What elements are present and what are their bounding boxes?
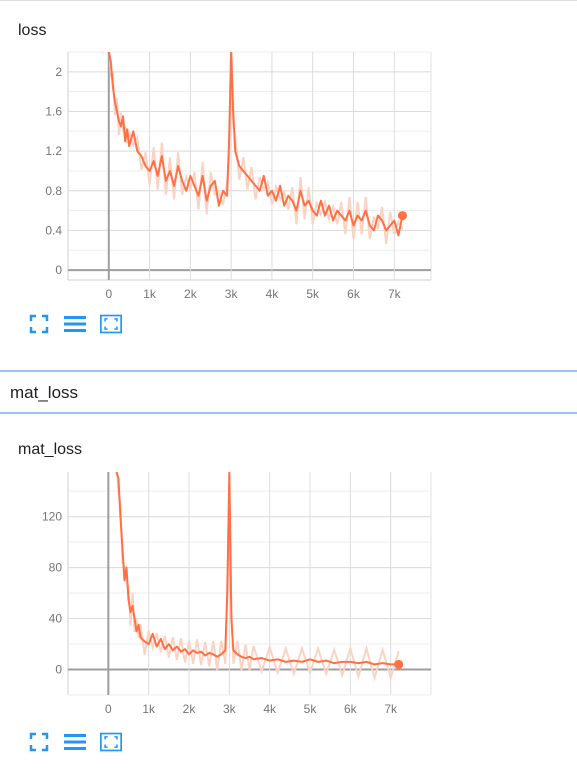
y-tick-label: 0 — [55, 663, 62, 677]
fullscreen-button[interactable] — [28, 731, 50, 753]
toggle-log-scale-button[interactable] — [64, 313, 86, 335]
fullscreen-button[interactable] — [28, 313, 50, 335]
loss-chart-title: loss — [18, 22, 47, 39]
list-icon — [64, 316, 86, 332]
fullscreen-icon — [29, 732, 49, 752]
y-tick-label: 40 — [49, 612, 63, 626]
mat-loss-chart-title: mat_loss — [18, 441, 83, 458]
x-tick-label: 5k — [304, 702, 318, 716]
x-tick-label: 4k — [263, 702, 277, 716]
fit-to-data-icon — [100, 314, 122, 334]
x-tick-label: 3k — [223, 702, 237, 716]
y-tick-label: 0.8 — [45, 184, 62, 198]
fullscreen-icon — [29, 314, 49, 334]
x-tick-label: 2k — [183, 702, 197, 716]
x-tick-label: 0 — [105, 287, 112, 300]
x-tick-label: 2k — [184, 287, 198, 300]
x-tick-label: 0 — [105, 702, 112, 716]
series-line — [115, 472, 399, 666]
y-tick-label: 80 — [49, 561, 63, 575]
y-tick-label: 2 — [55, 65, 62, 79]
x-tick-label: 4k — [266, 287, 280, 300]
raw-series-line — [108, 52, 404, 245]
y-tick-label: 0.4 — [45, 223, 62, 237]
y-tick-label: 1.6 — [45, 104, 62, 118]
x-tick-label: 5k — [306, 287, 320, 300]
fit-domain-button[interactable] — [100, 731, 122, 753]
y-tick-label: 1.2 — [45, 144, 62, 158]
fit-to-data-icon — [100, 732, 122, 752]
y-tick-label: 0 — [55, 263, 62, 277]
x-tick-label: 7k — [388, 287, 402, 300]
section-header-mat-loss[interactable]: mat_loss — [0, 370, 577, 414]
fit-domain-button[interactable] — [100, 313, 122, 335]
mat-loss-card: mat_loss 0 40 80 120 0 1k 2k 3k 4k 5k 6k 7k — [0, 420, 577, 773]
x-tick-label: 6k — [347, 287, 361, 300]
list-icon — [64, 734, 86, 750]
x-tick-label: 1k — [143, 287, 157, 300]
mat-loss-chart[interactable]: 0 40 80 120 0 1k 2k 3k 4k 5k 6k 7k — [0, 420, 577, 720]
series-line — [107, 52, 404, 237]
section-title: mat_loss — [10, 383, 79, 402]
series-end-point[interactable] — [397, 211, 407, 221]
raw-series-line — [116, 472, 400, 682]
series-end-point[interactable] — [394, 659, 404, 669]
loss-toolbar — [28, 313, 122, 335]
mat-loss-toolbar — [28, 731, 122, 753]
loss-card: loss 0 0.4 0.8 1.2 1.6 2 0 1k 2k 3k 4k 5k 6k 7k — [0, 0, 577, 360]
loss-chart[interactable]: 0 0.4 0.8 1.2 1.6 2 0 1k 2k 3k 4k 5k 6k 7k — [0, 0, 577, 300]
x-tick-label: 1k — [142, 702, 156, 716]
x-tick-label: 6k — [344, 702, 358, 716]
top-divider — [0, 0, 577, 1]
toggle-log-scale-button[interactable] — [64, 731, 86, 753]
y-tick-label: 120 — [42, 510, 62, 524]
x-tick-label: 7k — [384, 702, 398, 716]
x-tick-label: 3k — [225, 287, 239, 300]
